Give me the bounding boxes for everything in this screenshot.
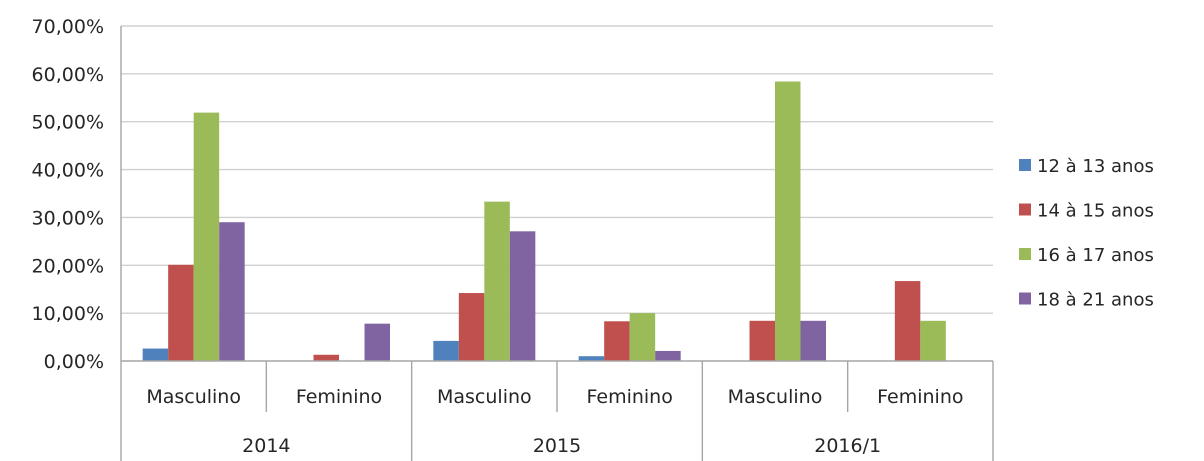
bar bbox=[800, 320, 826, 361]
bar bbox=[894, 281, 921, 361]
legend-label: 18 à 21 anos bbox=[1037, 290, 1154, 311]
bar bbox=[484, 201, 510, 361]
group-label: 2016/1 bbox=[814, 435, 881, 457]
bar bbox=[920, 320, 946, 361]
group-label: 2015 bbox=[533, 435, 581, 457]
legend-label: 14 à 15 anos bbox=[1037, 201, 1154, 222]
legend-swatch bbox=[1019, 292, 1031, 305]
bar bbox=[578, 356, 605, 361]
bar bbox=[193, 112, 220, 361]
bar bbox=[458, 293, 485, 361]
bar bbox=[749, 320, 775, 361]
legend-swatch bbox=[1019, 203, 1031, 216]
bars bbox=[142, 81, 946, 361]
category-label: Masculino bbox=[437, 386, 532, 408]
category-label: Feminino bbox=[586, 386, 672, 408]
y-tick-label: 0,00% bbox=[44, 351, 104, 373]
category-label: Masculino bbox=[146, 386, 241, 408]
y-axis: 0,00% 10,00% 20,00% 30,00% 40,00% 50,00% 60,00… bbox=[32, 16, 122, 373]
y-tick-label: 30,00% bbox=[32, 207, 104, 229]
bar bbox=[168, 264, 194, 361]
bar bbox=[313, 354, 339, 361]
bar bbox=[629, 313, 656, 361]
x-axis: Masculino Feminino 2014 Masculino Feminino 20… bbox=[120, 360, 994, 461]
legend-swatch bbox=[1019, 159, 1031, 171]
y-tick-label: 70,00% bbox=[32, 16, 104, 38]
legend-label: 12 à 13 anos bbox=[1037, 156, 1154, 177]
y-tick-label: 50,00% bbox=[32, 112, 104, 134]
legend-swatch bbox=[1019, 248, 1031, 260]
bar bbox=[655, 350, 681, 361]
category-label: Feminino bbox=[877, 386, 963, 408]
bar bbox=[775, 81, 801, 361]
bar bbox=[364, 323, 390, 361]
gridlines bbox=[121, 25, 993, 314]
group-label: 2014 bbox=[242, 435, 290, 457]
bar bbox=[433, 340, 459, 361]
y-tick-label: 60,00% bbox=[32, 64, 104, 86]
category-label: Feminino bbox=[296, 386, 382, 408]
bar bbox=[219, 222, 245, 361]
y-tick-label: 10,00% bbox=[32, 303, 104, 325]
bar bbox=[604, 321, 630, 361]
y-tick-label: 20,00% bbox=[32, 255, 104, 277]
y-tick-label: 40,00% bbox=[32, 160, 104, 182]
bar bbox=[142, 348, 169, 361]
legend: 12 à 13 anos 14 à 15 anos 16 à 17 anos 18 à… bbox=[1019, 156, 1154, 311]
legend-label: 16 à 17 anos bbox=[1037, 245, 1154, 266]
bar bbox=[509, 231, 536, 361]
category-label: Masculino bbox=[728, 386, 823, 408]
